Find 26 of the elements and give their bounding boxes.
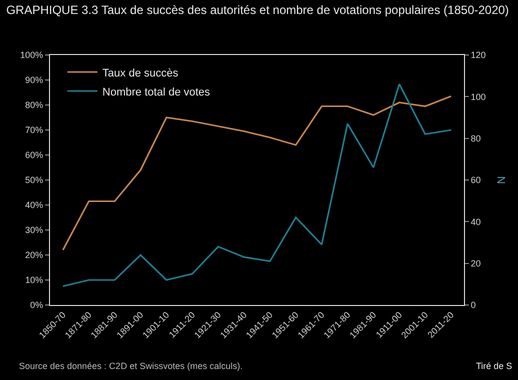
y-tick-label: 50% (25, 175, 44, 186)
y2-tick-label: 60 (470, 175, 481, 186)
y2-axis-title: N (496, 176, 508, 184)
legend-label: Nombre total de votes (102, 86, 211, 98)
line-series (62, 95, 452, 251)
source-note: Source des données : C2D et Swissvotes (mes calculs). (19, 361, 243, 371)
y-tick-label: 100% (20, 50, 44, 60)
y-tick-label: 40% (25, 200, 44, 210)
y-tick-label: 70% (25, 125, 44, 136)
y-tick-label: 20% (25, 250, 44, 260)
y2-tick-label: 80 (470, 133, 481, 144)
y-tick-label: 0% (30, 300, 44, 310)
line-series (62, 83, 452, 288)
y2-tick-label: 0 (470, 300, 476, 310)
y-tick-label: 90% (25, 75, 44, 86)
y2-tick-label: 100 (470, 92, 486, 102)
y2-tick-label: 120 (470, 50, 486, 60)
legend-label: Taux de succès (102, 67, 179, 80)
y2-tick-label: 20 (470, 258, 481, 268)
y-tick-label: 10% (25, 275, 44, 286)
y-tick-label: 60% (25, 150, 44, 160)
text: Tiré de S (476, 361, 512, 371)
y-tick-label: 80% (25, 100, 44, 110)
y2-tick-label: 40 (470, 216, 481, 227)
y-tick-label: 30% (25, 225, 44, 236)
chart-title: GRAPHIQUE 3.3 Taux de succès des autorités et nombre de votations populaires (1850-2020) (6, 3, 509, 18)
